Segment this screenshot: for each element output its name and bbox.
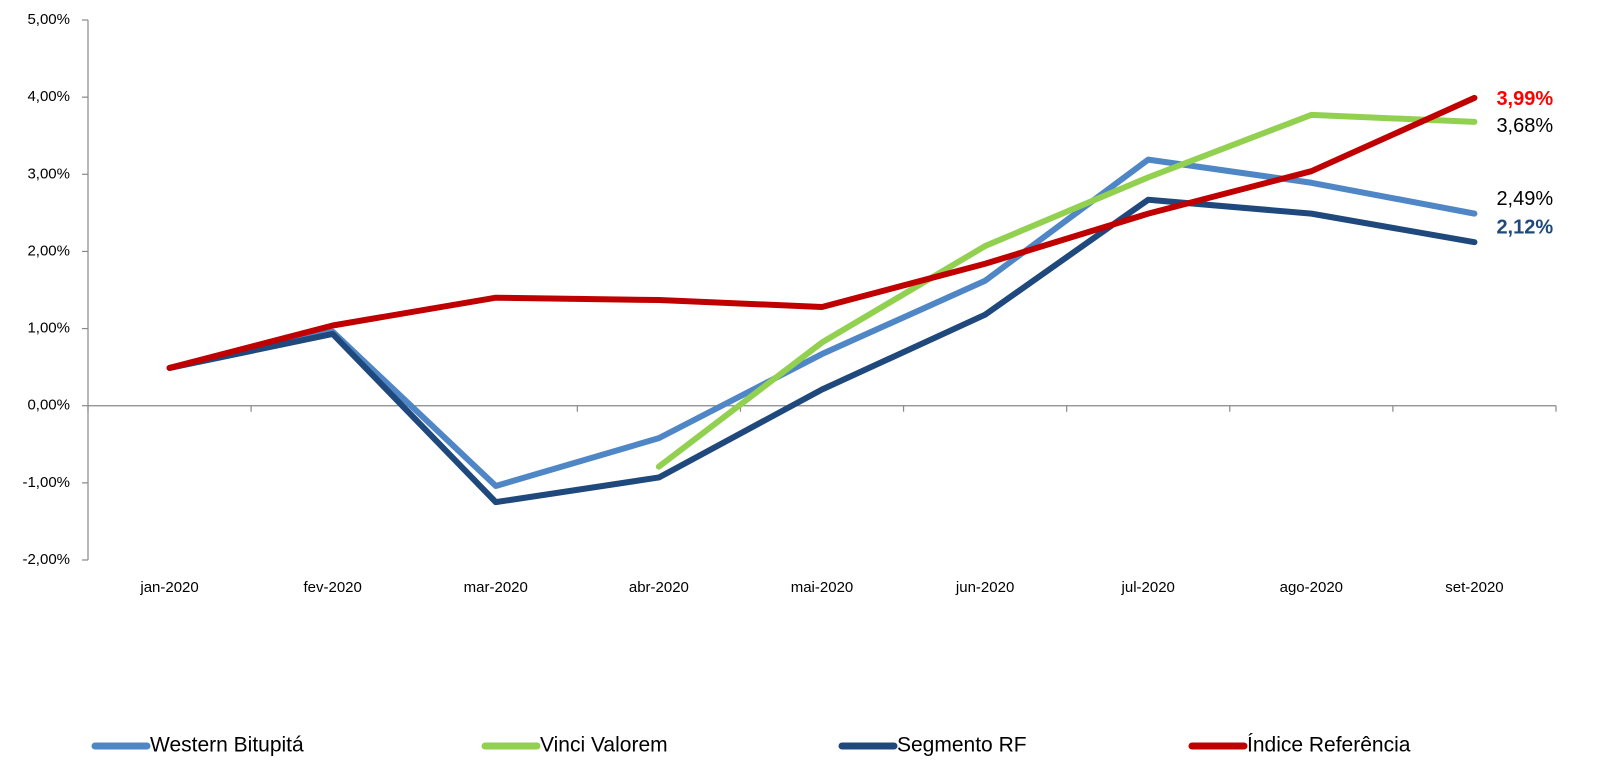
x-tick-label: set-2020: [1445, 579, 1503, 596]
value-label: 2,12%: [1496, 216, 1553, 238]
y-tick-label: -2,00%: [22, 551, 70, 568]
series-line: [166, 94, 1478, 371]
value-label: 2,49%: [1496, 188, 1553, 210]
y-tick-label: 0,00%: [27, 397, 70, 414]
series-line: [166, 196, 1478, 506]
x-tick-label: fev-2020: [303, 579, 361, 596]
legend-label: Índice Referência: [1247, 734, 1411, 757]
series-line: [655, 111, 1478, 470]
x-tick-label: jan-2020: [139, 579, 198, 596]
y-tick-label: 5,00%: [27, 11, 70, 28]
x-tick-label: mai-2020: [791, 579, 854, 596]
x-tick-label: abr-2020: [629, 579, 689, 596]
legend-label: Western Bitupitá: [150, 734, 304, 757]
legend-label: Vinci Valorem: [540, 734, 668, 757]
value-label: 3,68%: [1496, 115, 1553, 137]
x-tick-label: jul-2020: [1121, 579, 1175, 596]
value-label: 3,99%: [1496, 88, 1553, 110]
y-tick-label: 4,00%: [27, 88, 70, 105]
y-tick-label: 2,00%: [27, 242, 70, 259]
y-tick-label: 3,00%: [27, 165, 70, 182]
x-tick-label: ago-2020: [1280, 579, 1343, 596]
y-tick-label: 1,00%: [27, 320, 70, 337]
series-line: [166, 156, 1478, 489]
y-tick-label: -1,00%: [22, 474, 70, 491]
legend-label: Segmento RF: [897, 734, 1027, 757]
x-tick-label: mar-2020: [464, 579, 528, 596]
x-tick-label: jun-2020: [955, 579, 1014, 596]
